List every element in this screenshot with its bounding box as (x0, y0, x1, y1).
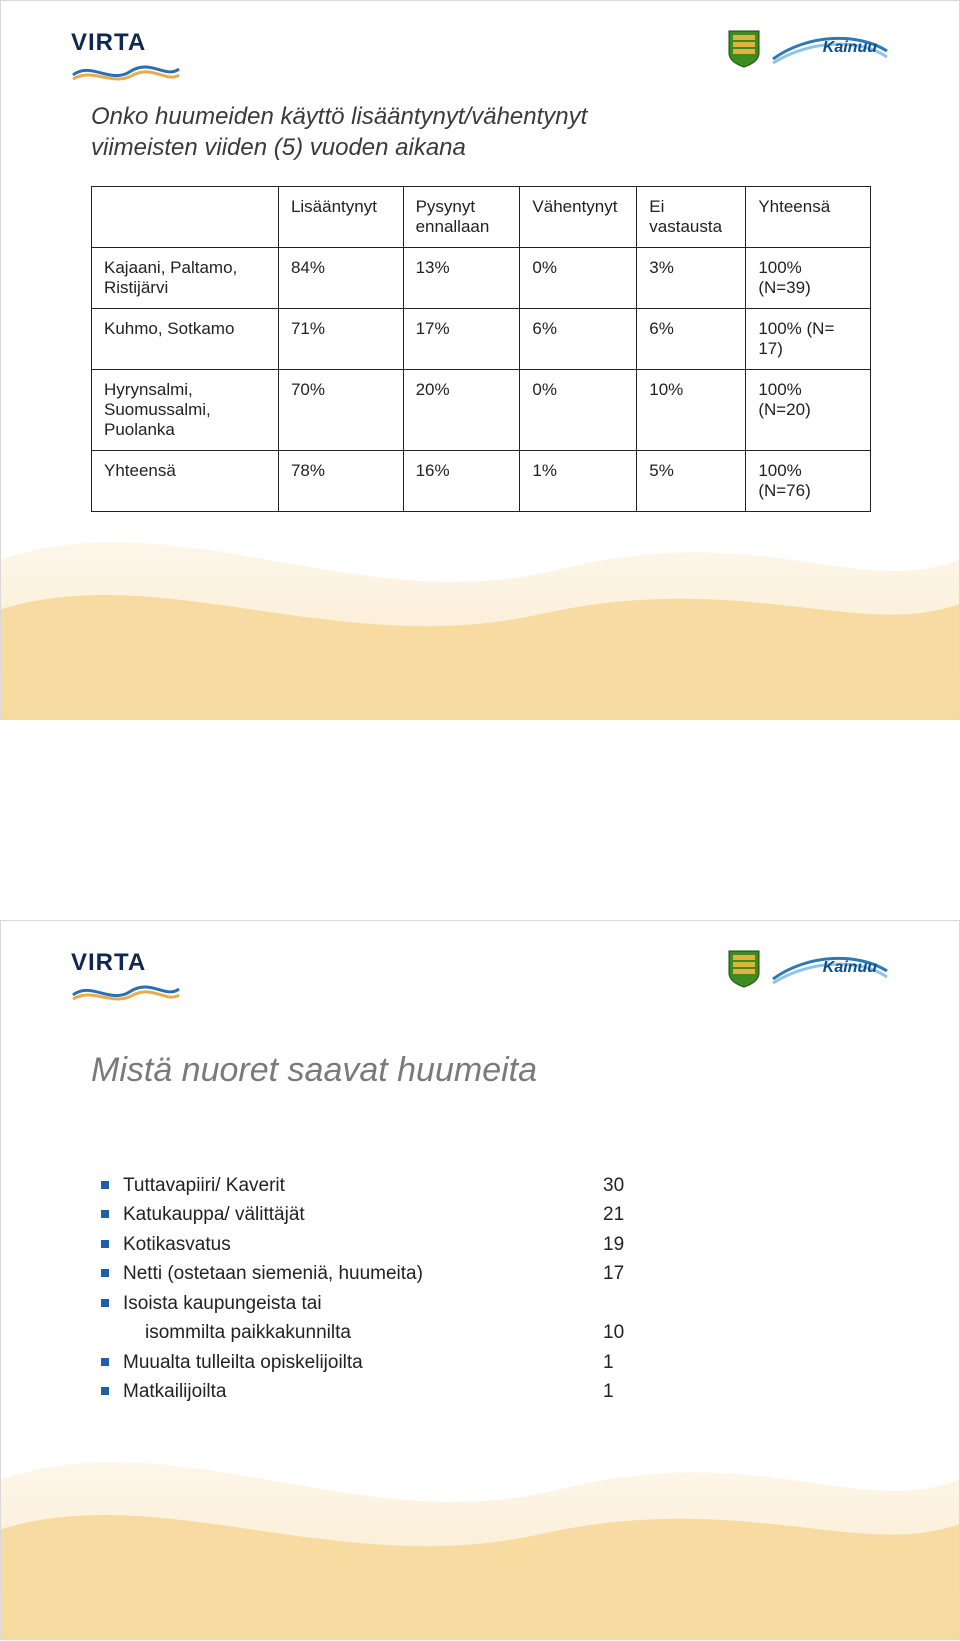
row-cell: 100% (N=20) (746, 370, 871, 451)
row-label: Kajaani, Paltamo, Ristijärvi (92, 248, 279, 309)
row-cell: 0% (520, 248, 637, 309)
slide1-title-block: Onko huumeiden käyttö lisääntynyt/vähent… (91, 101, 869, 163)
list-item: Katukauppa/ välittäjät21 (101, 1200, 841, 1229)
list-item: Kotikasvatus19 (101, 1230, 841, 1259)
list-item-label: isommilta paikkakunnilta (123, 1318, 603, 1347)
bullet-icon (101, 1181, 109, 1189)
bullet-icon (101, 1269, 109, 1277)
list-item-label: Katukauppa/ välittäjät (123, 1200, 603, 1229)
row-label: Yhteensä (92, 451, 279, 512)
row-cell: 71% (278, 309, 403, 370)
list-item-label: Muualta tulleilta opiskelijoilta (123, 1348, 603, 1377)
slide-gap (0, 720, 960, 920)
table-header: Lisääntynyt (278, 187, 403, 248)
slide2-title: Mistä nuoret saavat huumeita (91, 1051, 537, 1090)
bullet-icon (101, 1240, 109, 1248)
row-cell: 5% (637, 451, 746, 512)
virta-logo: VIRTA (71, 29, 181, 85)
virta-logo-text: VIRTA (71, 949, 146, 977)
list-item: Isoista kaupungeista tai (101, 1289, 841, 1318)
table-row: Kajaani, Paltamo, Ristijärvi84%13%0%3%10… (92, 248, 871, 309)
slide-1: VIRTA Kain (0, 0, 960, 720)
list-item-value: 1 (603, 1348, 663, 1377)
bullet-icon (101, 1358, 109, 1366)
kainuu-logo: Kainuu (727, 29, 889, 69)
bullet-icon (101, 1299, 109, 1307)
bullet-icon (101, 1387, 109, 1395)
table-header: Ei vastausta (637, 187, 746, 248)
row-cell: 6% (520, 309, 637, 370)
list-item: Tuttavapiiri/ Kaverit30 (101, 1171, 841, 1200)
list-item-value: 19 (603, 1230, 663, 1259)
list-item-label: Netti (ostetaan siemeniä, huumeita) (123, 1259, 603, 1288)
row-cell: 3% (637, 248, 746, 309)
kainuu-logo-text: Kainuu (823, 39, 877, 57)
kainuu-swoosh: Kainuu (769, 949, 889, 989)
slide1-title-line2: viimeisten viiden (5) vuoden aikana (91, 132, 869, 163)
row-cell: 1% (520, 451, 637, 512)
list-item-label: Tuttavapiiri/ Kaverit (123, 1171, 603, 1200)
row-cell: 16% (403, 451, 520, 512)
list-item-value: 1 (603, 1377, 663, 1406)
row-cell: 100% (N=76) (746, 451, 871, 512)
row-cell: 78% (278, 451, 403, 512)
list-item-value: 17 (603, 1259, 663, 1288)
slide-2: VIRTA Kainuu (0, 920, 960, 1640)
slide1-table: LisääntynytPysynyt ennallaanVähentynytEi… (91, 186, 871, 512)
list-item: isommilta paikkakunnilta10 (101, 1318, 841, 1347)
list-item-value: 21 (603, 1200, 663, 1229)
list-item-label: Isoista kaupungeista tai (123, 1289, 603, 1318)
table-row: Yhteensä78%16%1%5%100% (N=76) (92, 451, 871, 512)
kainuu-crest-icon (727, 949, 761, 989)
row-label: Hyrynsalmi, Suomussalmi, Puolanka (92, 370, 279, 451)
list-item: Matkailijoilta1 (101, 1377, 841, 1406)
list-item: Muualta tulleilta opiskelijoilta1 (101, 1348, 841, 1377)
row-cell: 100% (N= 17) (746, 309, 871, 370)
kainuu-swoosh: Kainuu (769, 29, 889, 69)
row-cell: 70% (278, 370, 403, 451)
kainuu-logo-text: Kainuu (823, 959, 877, 977)
list-item-label: Kotikasvatus (123, 1230, 603, 1259)
row-cell: 0% (520, 370, 637, 451)
list-item-label: Matkailijoilta (123, 1377, 603, 1406)
kainuu-logo: Kainuu (727, 949, 889, 989)
table-header: Vähentynyt (520, 187, 637, 248)
list-item-value: 30 (603, 1171, 663, 1200)
row-cell: 13% (403, 248, 520, 309)
row-cell: 20% (403, 370, 520, 451)
row-label: Kuhmo, Sotkamo (92, 309, 279, 370)
virta-logo: VIRTA (71, 949, 181, 1005)
row-cell: 10% (637, 370, 746, 451)
table-row: Hyrynsalmi, Suomussalmi, Puolanka70%20%0… (92, 370, 871, 451)
table-header: Yhteensä (746, 187, 871, 248)
virta-logo-text: VIRTA (71, 29, 146, 57)
row-cell: 17% (403, 309, 520, 370)
slide1-title-line1: Onko huumeiden käyttö lisääntynyt/vähent… (91, 101, 869, 132)
row-cell: 100% (N=39) (746, 248, 871, 309)
bullet-icon (101, 1210, 109, 1218)
table-header: Pysynyt ennallaan (403, 187, 520, 248)
virta-wave-icon (71, 977, 181, 1005)
row-cell: 84% (278, 248, 403, 309)
slide2-list: Tuttavapiiri/ Kaverit30Katukauppa/ välit… (101, 1171, 841, 1407)
row-cell: 6% (637, 309, 746, 370)
list-item: Netti (ostetaan siemeniä, huumeita)17 (101, 1259, 841, 1288)
virta-wave-icon (71, 57, 181, 85)
table-header (92, 187, 279, 248)
list-item-value: 10 (603, 1318, 663, 1347)
kainuu-crest-icon (727, 29, 761, 69)
table-row: Kuhmo, Sotkamo71%17%6%6%100% (N= 17) (92, 309, 871, 370)
